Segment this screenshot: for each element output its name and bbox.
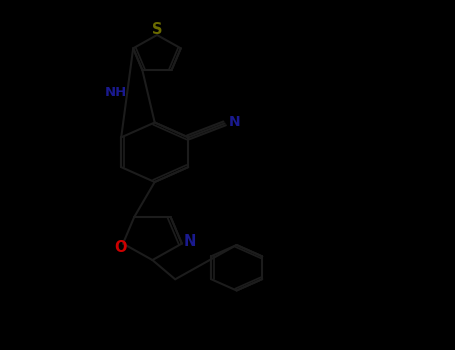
Text: S: S xyxy=(152,22,162,37)
Text: N: N xyxy=(229,115,240,129)
Text: O: O xyxy=(115,240,127,255)
Text: NH: NH xyxy=(105,86,127,99)
Text: N: N xyxy=(184,234,196,249)
